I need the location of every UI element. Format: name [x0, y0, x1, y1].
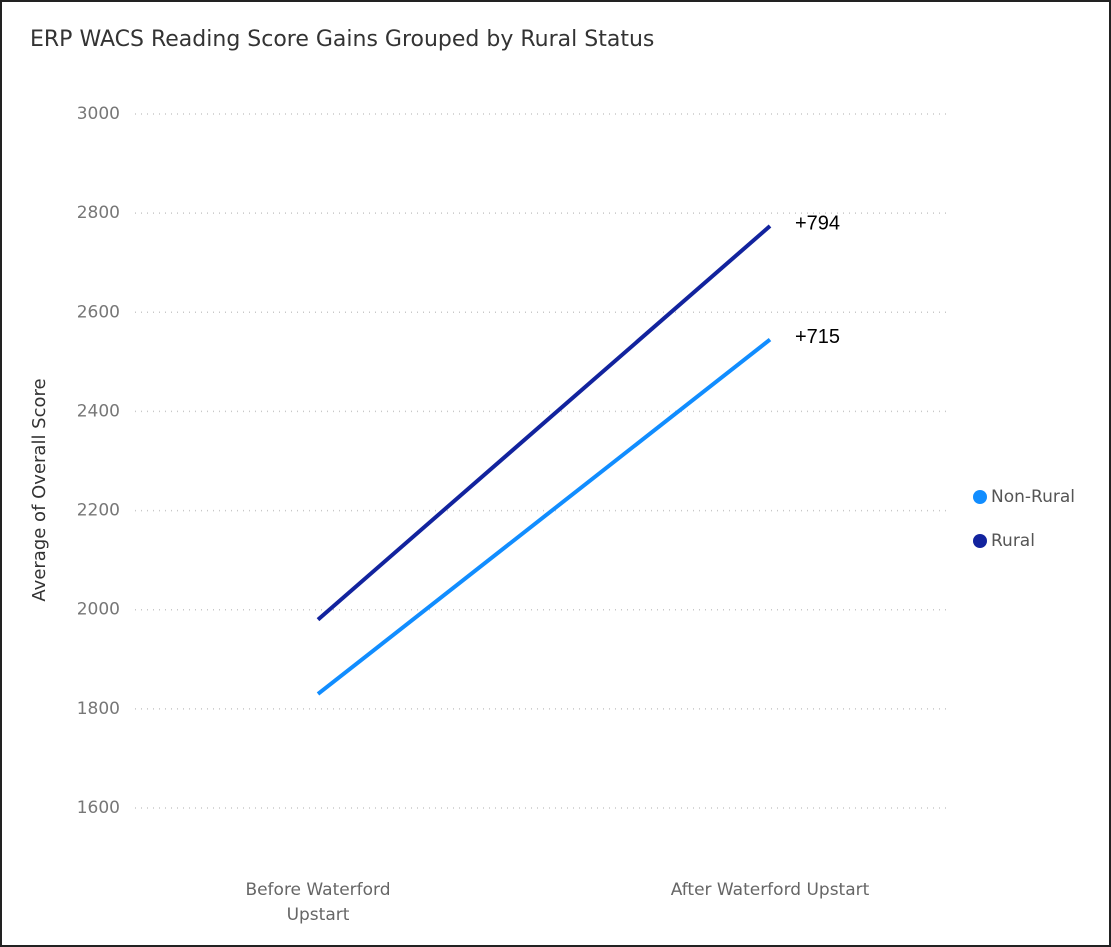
legend-label: Non-Rural	[991, 487, 1075, 507]
line-series	[316, 337, 772, 696]
chart-title: ERP WACS Reading Score Gains Grouped by …	[30, 27, 654, 52]
legend-label: Rural	[991, 531, 1035, 551]
y-axis-title: Average of Overall Score	[29, 378, 50, 601]
y-tick-label: 2800	[77, 203, 120, 223]
legend-marker	[973, 490, 987, 504]
y-tick-label: 2200	[77, 501, 120, 521]
y-tick-label: 3000	[77, 104, 120, 124]
annotation: +794	[795, 212, 840, 234]
annotation: +715	[795, 326, 840, 348]
y-tick-label: 2400	[77, 401, 120, 421]
y-tick-label: 1600	[77, 798, 120, 818]
y-tick-label: 2000	[77, 600, 120, 620]
line-series	[316, 224, 772, 622]
x-tick-label: After Waterford Upstart	[670, 880, 870, 900]
x-tick-label: Before Waterford Upstart	[245, 880, 391, 925]
legend-marker	[973, 534, 987, 548]
y-tick-label: 1800	[77, 699, 120, 719]
y-tick-label: 2600	[77, 302, 120, 322]
